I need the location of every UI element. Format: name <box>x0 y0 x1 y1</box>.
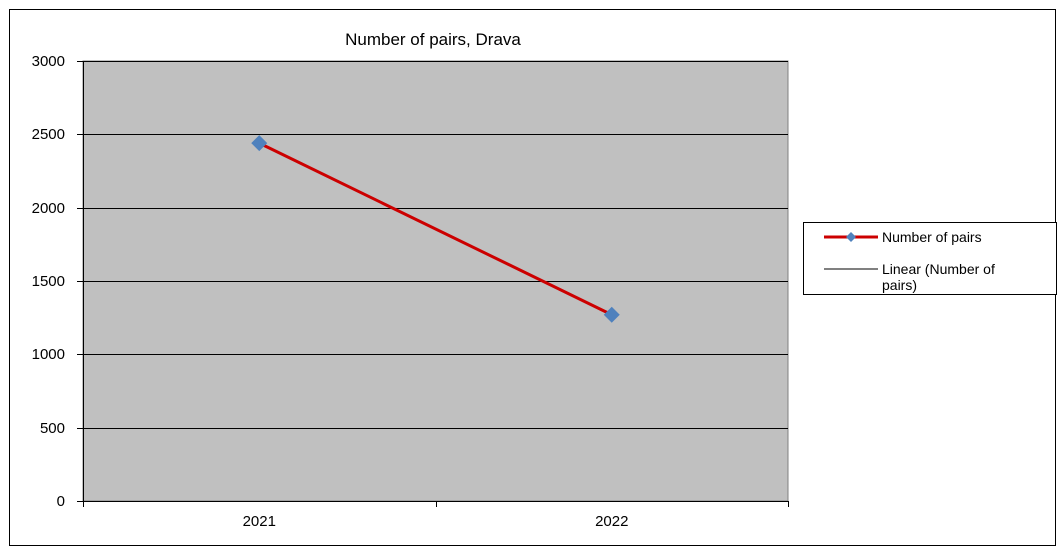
x-tick-label-2022: 2022 <box>595 513 628 530</box>
legend-label-number-of-pairs: Number of pairs <box>882 229 982 245</box>
x-axis: 2021 2022 <box>83 501 789 530</box>
data-point-2022[interactable] <box>603 306 620 323</box>
data-point-2021[interactable] <box>251 135 268 152</box>
y-tick-label: 1500 <box>32 273 65 290</box>
legend-label-linear-trend-line2: pairs) <box>882 277 917 293</box>
x-tick-label-2021: 2021 <box>243 513 276 530</box>
y-tick-label: 3000 <box>32 53 65 70</box>
y-axis: 0 500 1000 1500 2000 2500 3000 <box>32 53 84 510</box>
series-line-0[interactable] <box>258 141 613 317</box>
y-tick-label: 500 <box>40 420 65 437</box>
y-tick-label: 2500 <box>32 126 65 143</box>
y-tick-label: 2000 <box>32 200 65 217</box>
legend-label-linear-trend-line1: Linear (Number of <box>882 261 995 277</box>
legend-marker-number-of-pairs <box>846 232 856 242</box>
y-tick-label: 0 <box>57 493 65 510</box>
legend[interactable]: Number of pairs Linear (Number of pairs) <box>803 222 1057 295</box>
series-group <box>251 135 620 323</box>
gridlines <box>83 61 788 429</box>
legend-box <box>803 222 1057 295</box>
y-tick-label: 1000 <box>32 346 65 363</box>
chart-title: Number of pairs, Drava <box>345 30 521 49</box>
